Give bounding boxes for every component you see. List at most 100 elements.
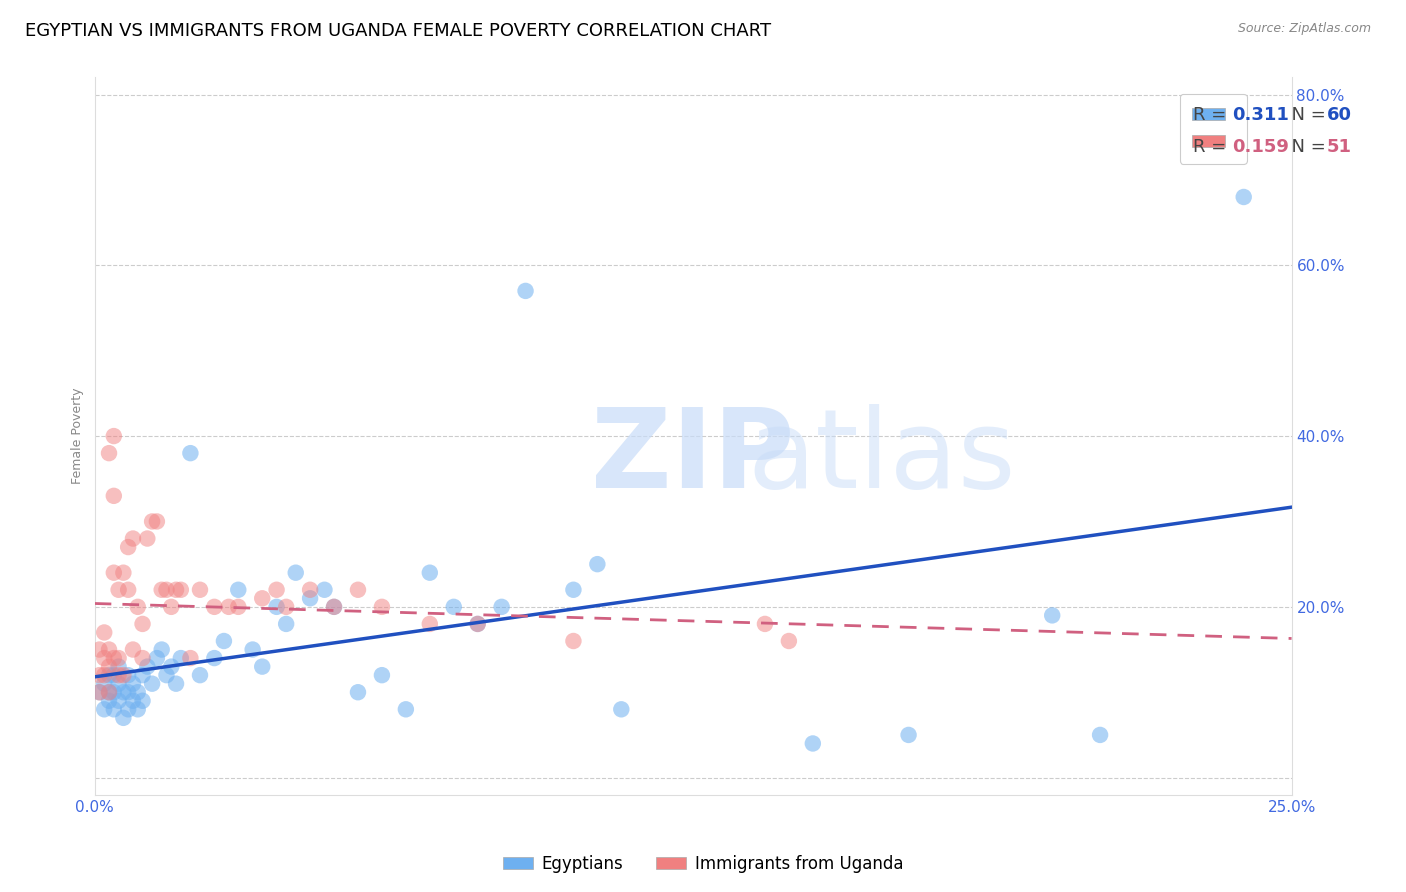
Point	[1233, 190, 1256, 204]
Point	[165, 676, 187, 690]
Point	[443, 599, 465, 614]
Point	[491, 599, 513, 614]
Point	[89, 642, 111, 657]
Text: N =: N =	[1281, 138, 1331, 156]
Point	[347, 685, 370, 699]
Point	[107, 582, 129, 597]
Point	[160, 659, 183, 673]
Point	[371, 668, 394, 682]
Point	[141, 515, 163, 529]
Point	[103, 429, 125, 443]
Point	[170, 651, 193, 665]
Point	[150, 642, 173, 657]
Point	[610, 702, 633, 716]
Point	[136, 659, 159, 673]
Point	[107, 651, 129, 665]
Text: R =: R =	[1192, 138, 1232, 156]
Point	[252, 591, 274, 606]
Point	[98, 685, 121, 699]
Point	[395, 702, 418, 716]
Point	[284, 566, 307, 580]
Point	[323, 599, 346, 614]
Point	[127, 702, 149, 716]
Text: 0.311: 0.311	[1233, 105, 1289, 124]
Point	[276, 599, 298, 614]
Point	[98, 668, 121, 682]
Point	[117, 668, 139, 682]
Point	[112, 685, 135, 699]
Text: 0.159: 0.159	[1233, 138, 1289, 156]
Point	[131, 651, 153, 665]
Point	[467, 616, 489, 631]
Point	[202, 599, 225, 614]
Point	[117, 540, 139, 554]
Point	[98, 685, 121, 699]
Point	[131, 616, 153, 631]
Point	[419, 566, 441, 580]
Point	[93, 625, 115, 640]
Point	[107, 659, 129, 673]
Point	[117, 685, 139, 699]
Point	[122, 532, 145, 546]
Point	[127, 599, 149, 614]
Point	[188, 582, 211, 597]
Point	[93, 668, 115, 682]
Point	[93, 702, 115, 716]
Point	[323, 599, 346, 614]
Point	[98, 659, 121, 673]
Point	[131, 668, 153, 682]
Point	[155, 582, 177, 597]
Point	[165, 582, 187, 597]
Point	[136, 532, 159, 546]
Point	[467, 616, 489, 631]
Point	[107, 676, 129, 690]
Point	[103, 566, 125, 580]
Point	[218, 599, 240, 614]
Point	[202, 651, 225, 665]
Point	[141, 676, 163, 690]
Point	[107, 694, 129, 708]
Point	[170, 582, 193, 597]
Point	[314, 582, 336, 597]
Point	[122, 642, 145, 657]
Point	[122, 694, 145, 708]
Point	[801, 736, 824, 750]
Point	[252, 659, 274, 673]
Text: ZIP: ZIP	[592, 404, 794, 511]
Point	[226, 599, 249, 614]
Point	[112, 711, 135, 725]
Text: atlas: atlas	[747, 404, 1015, 511]
Text: 51: 51	[1327, 138, 1353, 156]
Point	[299, 591, 322, 606]
Y-axis label: Female Poverty: Female Poverty	[72, 388, 84, 484]
Legend: , : ,	[1180, 94, 1247, 164]
Point	[89, 668, 111, 682]
Point	[515, 284, 537, 298]
Text: R =: R =	[1192, 105, 1232, 124]
Point	[897, 728, 920, 742]
Point	[1040, 608, 1063, 623]
Point	[122, 676, 145, 690]
Point	[1088, 728, 1111, 742]
Point	[179, 651, 201, 665]
Point	[150, 582, 173, 597]
Point	[266, 599, 288, 614]
Point	[586, 557, 609, 571]
Point	[117, 582, 139, 597]
Point	[127, 685, 149, 699]
Legend: Egyptians, Immigrants from Uganda: Egyptians, Immigrants from Uganda	[496, 848, 910, 880]
Point	[242, 642, 264, 657]
Text: EGYPTIAN VS IMMIGRANTS FROM UGANDA FEMALE POVERTY CORRELATION CHART: EGYPTIAN VS IMMIGRANTS FROM UGANDA FEMAL…	[25, 22, 772, 40]
Point	[98, 694, 121, 708]
Point	[103, 489, 125, 503]
Text: Source: ZipAtlas.com: Source: ZipAtlas.com	[1237, 22, 1371, 36]
Point	[212, 634, 235, 648]
Text: N =: N =	[1281, 105, 1331, 124]
Point	[160, 599, 183, 614]
Point	[131, 694, 153, 708]
Point	[93, 651, 115, 665]
Point	[562, 582, 585, 597]
Point	[778, 634, 800, 648]
Point	[276, 616, 298, 631]
Point	[89, 685, 111, 699]
